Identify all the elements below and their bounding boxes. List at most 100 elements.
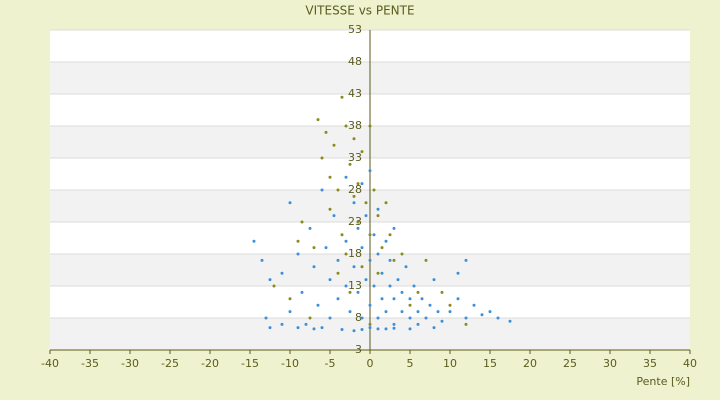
y-tick-label: 13 — [348, 279, 362, 292]
y-tick-label: 18 — [348, 247, 362, 260]
point — [472, 303, 476, 307]
point — [320, 156, 324, 160]
x-tick-label: 5 — [407, 357, 414, 370]
x-tick-label: 25 — [563, 357, 577, 370]
point — [324, 246, 328, 250]
point — [416, 310, 420, 314]
point — [496, 316, 500, 320]
y-tick-label: 8 — [355, 311, 362, 324]
point — [344, 252, 348, 256]
point — [424, 258, 428, 262]
point — [296, 239, 300, 243]
point — [328, 316, 332, 320]
point — [360, 182, 364, 186]
point — [448, 310, 452, 314]
x-tick-label: 0 — [367, 357, 374, 370]
point — [360, 316, 364, 320]
point — [392, 297, 396, 301]
point — [480, 313, 484, 317]
point — [440, 290, 444, 294]
point — [392, 326, 396, 330]
point — [400, 252, 404, 256]
point — [348, 310, 352, 314]
point — [344, 124, 348, 128]
point — [340, 233, 344, 237]
point — [408, 327, 412, 331]
x-tick-label: -5 — [325, 357, 336, 370]
point — [304, 322, 308, 326]
point — [408, 297, 412, 301]
x-tick-label: -25 — [161, 357, 179, 370]
point — [312, 327, 316, 331]
point — [380, 297, 384, 301]
point — [312, 246, 316, 250]
point — [392, 258, 396, 262]
point — [296, 326, 300, 330]
point — [300, 220, 304, 224]
point — [416, 322, 420, 326]
point — [272, 284, 276, 288]
point — [308, 226, 312, 230]
y-tick-label: 23 — [348, 215, 362, 228]
x-tick-label: 15 — [483, 357, 497, 370]
point — [356, 220, 360, 224]
point — [368, 258, 372, 262]
point — [352, 201, 356, 205]
point — [436, 310, 440, 314]
point — [324, 130, 328, 134]
point — [432, 326, 436, 330]
point — [412, 284, 416, 288]
point — [368, 124, 372, 128]
point — [296, 252, 300, 256]
chart-title: VITESSE vs PENTE — [305, 4, 414, 18]
point — [376, 316, 380, 320]
point — [408, 303, 412, 307]
point — [328, 175, 332, 179]
point — [340, 328, 344, 332]
y-tick-label: 38 — [348, 119, 362, 132]
point — [264, 316, 268, 320]
point — [344, 175, 348, 179]
x-tick-label: -40 — [41, 357, 59, 370]
point — [388, 284, 392, 288]
x-tick-label: 20 — [523, 357, 537, 370]
x-tick-label: 35 — [643, 357, 657, 370]
point — [380, 246, 384, 250]
point — [340, 95, 344, 99]
point — [368, 233, 372, 237]
point — [372, 284, 376, 288]
x-tick-label: 40 — [683, 357, 697, 370]
point — [428, 303, 432, 307]
point — [360, 246, 364, 250]
point — [396, 278, 400, 282]
point — [376, 214, 380, 218]
point — [360, 328, 364, 332]
point — [320, 326, 324, 330]
point — [308, 316, 312, 320]
point — [384, 201, 388, 205]
x-tick-label: 10 — [443, 357, 457, 370]
point — [252, 239, 256, 243]
point — [356, 290, 360, 294]
point — [388, 233, 392, 237]
x-tick-label: -35 — [81, 357, 99, 370]
x-tick-label: -10 — [281, 357, 299, 370]
point — [360, 150, 364, 154]
point — [280, 271, 284, 275]
point — [456, 297, 460, 301]
point — [312, 265, 316, 269]
y-tick-label: 48 — [348, 55, 362, 68]
point — [424, 316, 428, 320]
point — [336, 297, 340, 301]
point — [376, 252, 380, 256]
point — [376, 271, 380, 275]
y-tick-label: 33 — [348, 151, 362, 164]
point — [332, 214, 336, 218]
point — [352, 329, 356, 333]
point — [332, 143, 336, 147]
point — [268, 278, 272, 282]
point — [400, 290, 404, 294]
x-tick-label: 30 — [603, 357, 617, 370]
point — [348, 290, 352, 294]
point — [364, 201, 368, 205]
